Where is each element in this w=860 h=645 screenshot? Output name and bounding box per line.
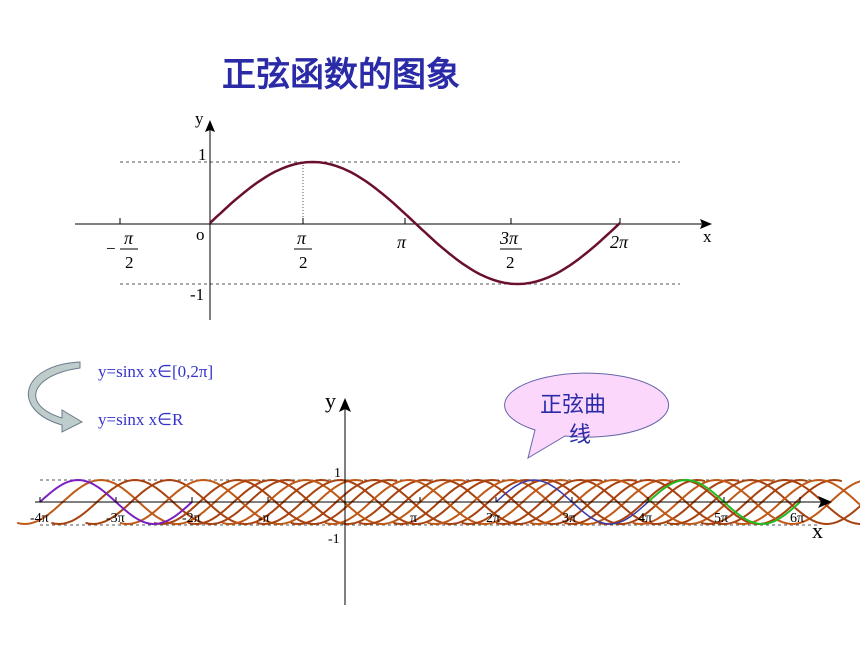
tick-label: π [410, 511, 417, 526]
origin-label: o [196, 225, 205, 244]
sine-copy [735, 478, 860, 526]
y-label: y [325, 388, 336, 413]
tick-label: 6π [790, 511, 804, 526]
callout-bubble [504, 372, 670, 460]
curved-arrow [27, 361, 84, 433]
pi-label: π [397, 232, 407, 252]
arrow [339, 398, 351, 412]
tick-label: -π [258, 511, 270, 526]
ticks [119, 218, 621, 224]
x-label: x [703, 227, 712, 246]
fraction-num: π [297, 228, 307, 248]
note: y=sinx x∈R [98, 410, 184, 429]
sine-curve [209, 160, 621, 286]
tick-label: 2π [486, 511, 500, 526]
minus-one-label: -1 [190, 285, 204, 304]
tick-label: 5π [714, 511, 728, 526]
tick-label: 4π [638, 511, 652, 526]
callout-text: 正弦曲 [540, 393, 606, 418]
fraction-den: 2 [506, 253, 515, 272]
arrow [700, 219, 712, 229]
minus-one-label: -1 [328, 532, 340, 547]
title: 正弦函数的图象 [222, 55, 460, 95]
x-label: x [812, 518, 823, 543]
tick-label: -2π [182, 511, 201, 526]
sign: − [106, 239, 116, 258]
tick-label: 3π [562, 511, 576, 526]
fraction-num: π [124, 228, 134, 248]
two-pi-label: 2π [610, 232, 629, 252]
fraction-den: 2 [299, 253, 308, 272]
one-label: 1 [198, 145, 207, 164]
arrow [818, 496, 832, 508]
fraction-num: 3π [499, 228, 519, 248]
arrow [205, 120, 215, 132]
y-label: y [195, 109, 204, 128]
one-label: 1 [334, 466, 341, 481]
fraction-den: 2 [125, 253, 134, 272]
tick-label: -4π [30, 511, 49, 526]
note: y=sinx x∈[0,2π] [98, 362, 213, 381]
tick-label: -3π [106, 511, 125, 526]
callout-text: 线 [569, 423, 591, 448]
